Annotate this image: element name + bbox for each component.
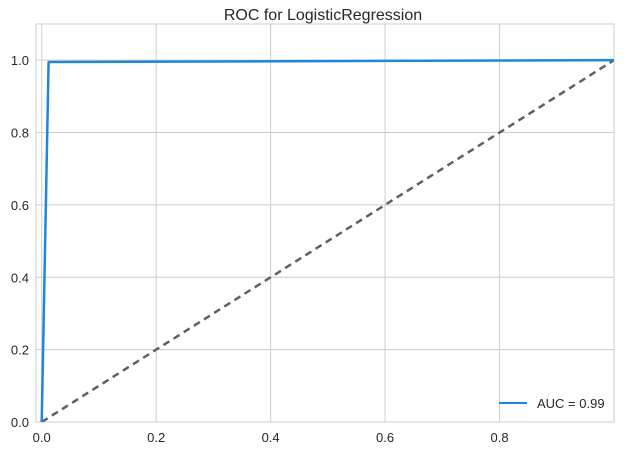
x-tick-label: 0.6 xyxy=(376,430,394,445)
series-lines xyxy=(40,58,614,422)
x-axis-tick-labels: 0.0 0.2 0.4 0.6 0.8 xyxy=(33,430,509,445)
chart-title: ROC for LogisticRegression xyxy=(224,7,422,24)
y-axis-tick-labels: 0.0 0.2 0.4 0.6 0.8 1.0 xyxy=(11,53,29,430)
grid-lines xyxy=(36,24,614,423)
x-tick-label: 0.0 xyxy=(33,430,51,445)
y-tick-label: 0.2 xyxy=(11,343,29,358)
y-tick-label: 0.6 xyxy=(11,198,29,213)
x-tick-label: 0.4 xyxy=(262,430,280,445)
roc-curve-line xyxy=(40,58,614,422)
y-tick-label: 0.8 xyxy=(11,126,29,141)
plot-area xyxy=(35,23,615,423)
x-tick-label: 0.2 xyxy=(147,430,165,445)
legend-label-auc: AUC = 0.99 xyxy=(537,396,605,411)
y-tick-label: 0.0 xyxy=(11,415,29,430)
y-tick-label: 0.4 xyxy=(11,270,29,285)
baseline-diagonal-line xyxy=(41,59,614,422)
y-tick-label: 1.0 xyxy=(11,53,29,68)
legend: AUC = 0.99 xyxy=(499,396,605,411)
x-tick-label: 0.8 xyxy=(491,430,509,445)
